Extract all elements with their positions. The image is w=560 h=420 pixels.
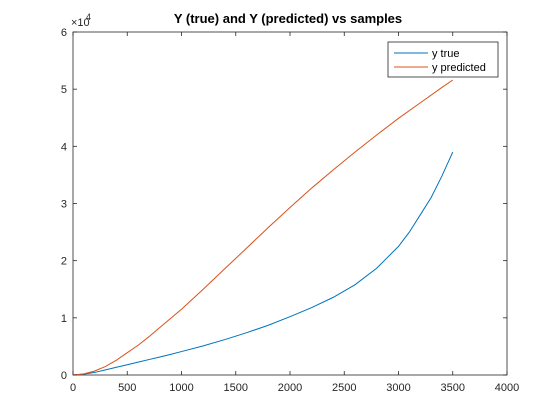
y-tick-label: 1 (61, 313, 67, 325)
axis-ticks: 0 500 1000 1500 2000 2500 3000 3500 4000 0 1 2 3 4 5 6 (61, 27, 519, 394)
y-tick-label: 3 (61, 199, 67, 211)
y-tick-label: 2 (61, 256, 67, 268)
series-line-2 (72, 79, 454, 376)
legend-label: y true (432, 48, 460, 60)
y-tick-label: 6 (61, 27, 67, 39)
y-tick-label: 0 (61, 370, 67, 382)
y-axis-exponent: ×10 4 (71, 12, 91, 29)
x-tick-label: 2500 (332, 382, 356, 394)
plot-lines (72, 79, 454, 376)
x-tick-label: 4000 (495, 382, 519, 394)
y-exponent-base: ×10 (71, 17, 90, 29)
legend-label: y predicted (432, 62, 486, 74)
x-tick-label: 3500 (441, 382, 465, 394)
x-tick-label: 500 (118, 382, 136, 394)
x-tick-label: 3000 (386, 382, 410, 394)
y-exponent-power: 4 (86, 12, 91, 22)
y-tick-label: 5 (61, 84, 67, 96)
legend-box (387, 41, 499, 78)
plot-area (72, 31, 508, 376)
x-tick-label: 1000 (169, 382, 193, 394)
legend: y true y predicted (387, 41, 499, 78)
series-line-1 (72, 151, 454, 376)
x-tick-label: 1500 (224, 382, 248, 394)
x-tick-label: 0 (70, 382, 76, 394)
x-tick-label: 2000 (278, 382, 302, 394)
y-tick-label: 4 (61, 141, 67, 153)
chart-title: Y (true) and Y (predicted) vs samples (174, 11, 402, 26)
